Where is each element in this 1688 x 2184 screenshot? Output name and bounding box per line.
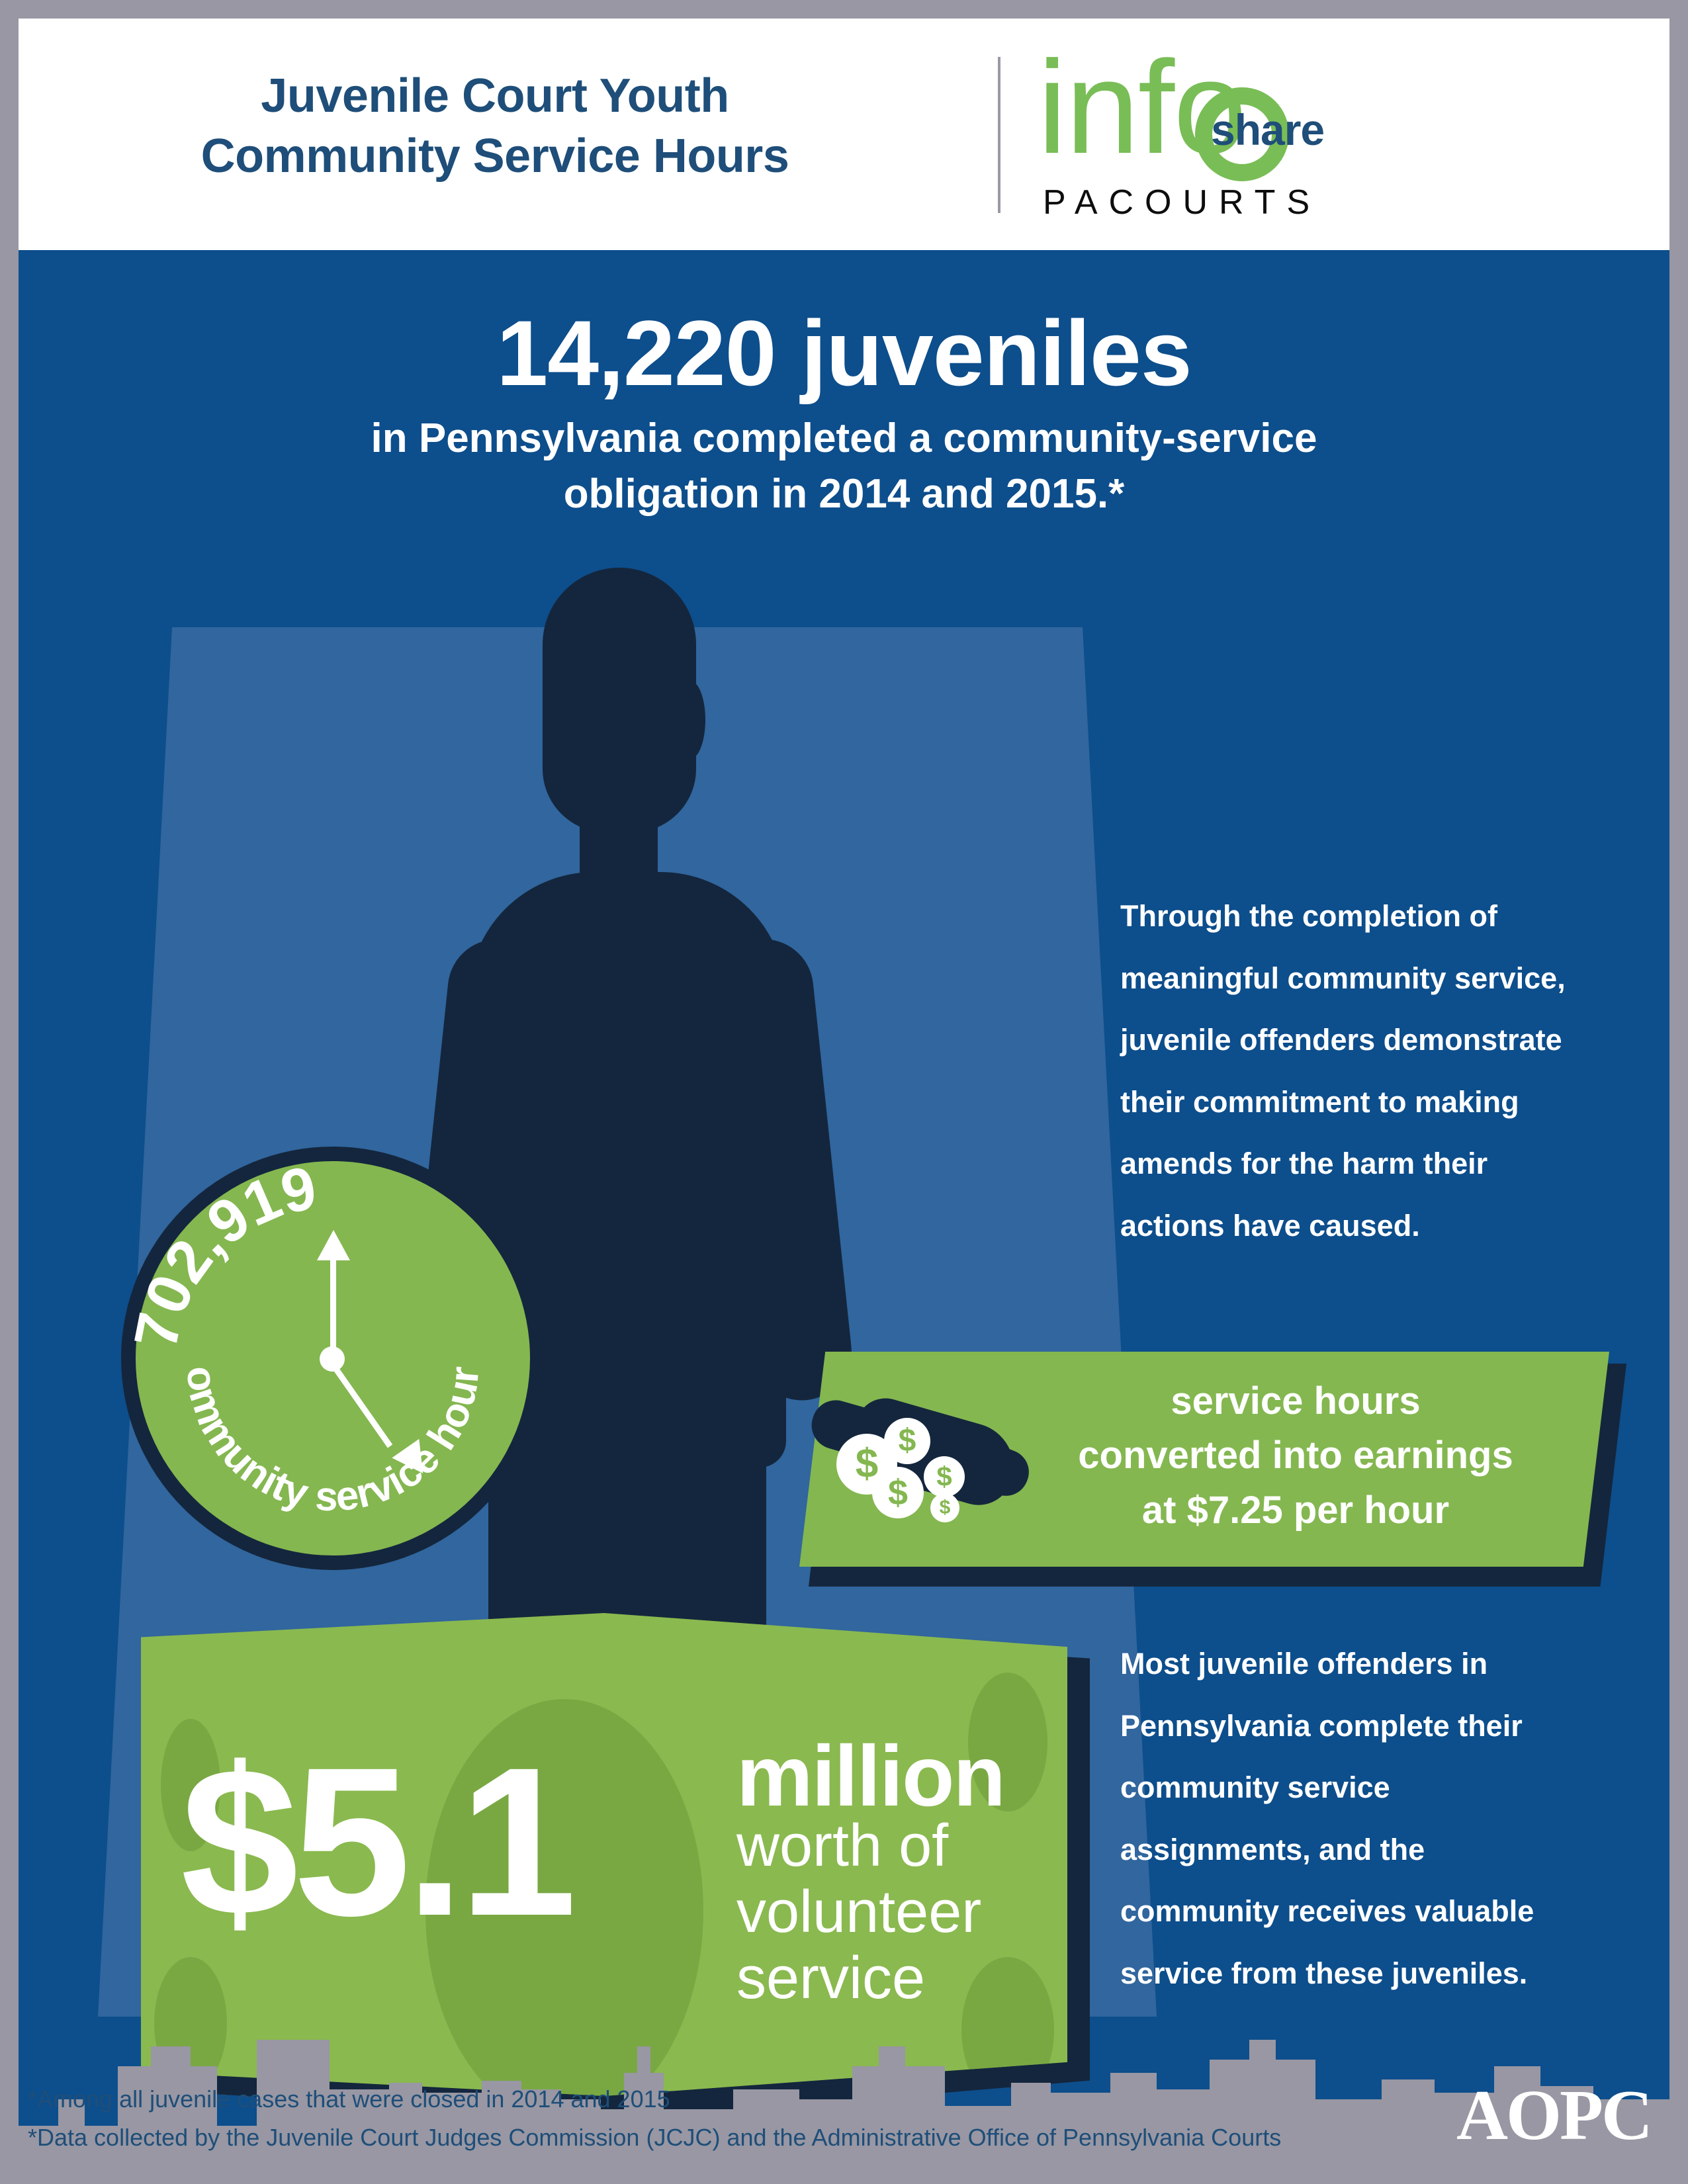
clock-minute-arrowhead-icon [317, 1230, 350, 1260]
silhouette-head [543, 568, 696, 832]
infoshare-logo: info share PACOURTS [1038, 42, 1355, 230]
banknote-service: service [736, 1945, 926, 2011]
headline-statistic: 14,220 juveniles [496, 301, 1192, 405]
header-divider [998, 57, 1000, 213]
banknote-caption: million worth of volunteer service [736, 1727, 1006, 2011]
coin-icon: $ [930, 1493, 959, 1522]
clock-minute-hand [330, 1246, 336, 1372]
banknote-worth-of: worth of [736, 1813, 949, 1879]
footnotes: *Among all juvenile cases that were clos… [28, 2080, 1281, 2158]
coin-icon: $ [872, 1467, 924, 1518]
coin-icon: $ [924, 1456, 965, 1497]
page-title-line2: Community Service Hours [200, 129, 789, 183]
coin-icon: $ [884, 1418, 930, 1464]
headline-subtitle: in Pennsylvania completed a community-se… [19, 411, 1669, 521]
silhouette-ear [674, 680, 705, 760]
headline-subtitle-line2: obligation in 2014 and 2015.* [563, 470, 1125, 517]
page-title-line1: Juvenile Court Youth [261, 69, 729, 122]
banner-line3: at $7.25 per hour [1141, 1488, 1450, 1532]
clock-curved-text: 702,919 community service hours [121, 1147, 488, 1520]
banner-line1: service hours [1171, 1379, 1421, 1422]
logo-share-text: share [1211, 105, 1325, 154]
aopc-logo: AOPC [1456, 2076, 1653, 2155]
banknote-oval-topright [968, 1673, 1047, 1812]
page-title: Juvenile Court Youth Community Service H… [19, 66, 971, 186]
banknote-text: $5.1 million worth of volunteer service [141, 1613, 1067, 2096]
hand-with-coins-illustration: $ $ $ $ $ [806, 1391, 1036, 1558]
banknote-volunteer: volunteer [736, 1879, 982, 1945]
earnings-conversion-banner: $ $ $ $ $ service hours converted into e… [799, 1352, 1626, 1587]
logo-pacourts-text: PACOURTS [1043, 183, 1321, 222]
city-skyline-silhouette [19, 2040, 1669, 2165]
clock-center-pin [320, 1346, 345, 1372]
paragraph-completion: Through the completion of meaningful com… [1120, 899, 1566, 1243]
footnote-2: *Data collected by the Juvenile Court Ju… [28, 2124, 1282, 2152]
dollar-banknote-callout: $5.1 million worth of volunteer service [141, 1613, 1100, 2122]
headline-block: 14,220 juveniles in Pennsylvania complet… [19, 303, 1669, 522]
banknote-oval-left [161, 1719, 220, 1851]
banner-line2: converted into earnings [1078, 1434, 1513, 1477]
community-service-hours-clock: 702,919 community service hours [121, 1147, 545, 1570]
page-header: Juvenile Court Youth Community Service H… [19, 19, 1669, 250]
paragraph-most-offenders: Most juvenile offenders in Pennsylvania … [1120, 1647, 1534, 1990]
banknote-amount: $5.1 [181, 1723, 577, 1960]
banknote-fill [141, 1613, 1067, 2096]
svg-text:702,919: 702,919 [122, 1154, 322, 1354]
footnote-1: *Among all juvenile cases that were clos… [28, 2085, 670, 2113]
banknote-oval-center [425, 1699, 703, 2096]
headline-subtitle-line1: in Pennsylvania completed a community-se… [371, 415, 1317, 462]
page-footer: *Among all juvenile cases that were clos… [19, 2071, 1669, 2170]
main-panel: 14,220 juveniles in Pennsylvania complet… [19, 250, 1669, 2165]
banner-text: service hours converted into earnings at… [1018, 1374, 1574, 1538]
banknote-million: million [736, 1727, 1006, 1824]
